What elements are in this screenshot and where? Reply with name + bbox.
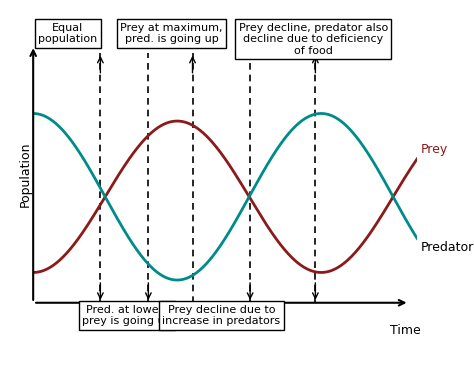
Text: Prey decline due to
increase in predators: Prey decline due to increase in predator…	[162, 305, 281, 326]
Text: Prey: Prey	[421, 143, 448, 156]
Text: Time: Time	[390, 324, 421, 337]
Text: Prey at maximum,
pred. is going up: Prey at maximum, pred. is going up	[120, 22, 223, 44]
Text: Population: Population	[19, 141, 32, 207]
Text: Prey decline, predator also
decline due to deficiency
of food: Prey decline, predator also decline due …	[239, 22, 388, 56]
Text: Pred. at lowest
prey is going up: Pred. at lowest prey is going up	[82, 305, 172, 326]
Text: Predator: Predator	[421, 241, 474, 254]
Text: Equal
population: Equal population	[38, 22, 97, 44]
